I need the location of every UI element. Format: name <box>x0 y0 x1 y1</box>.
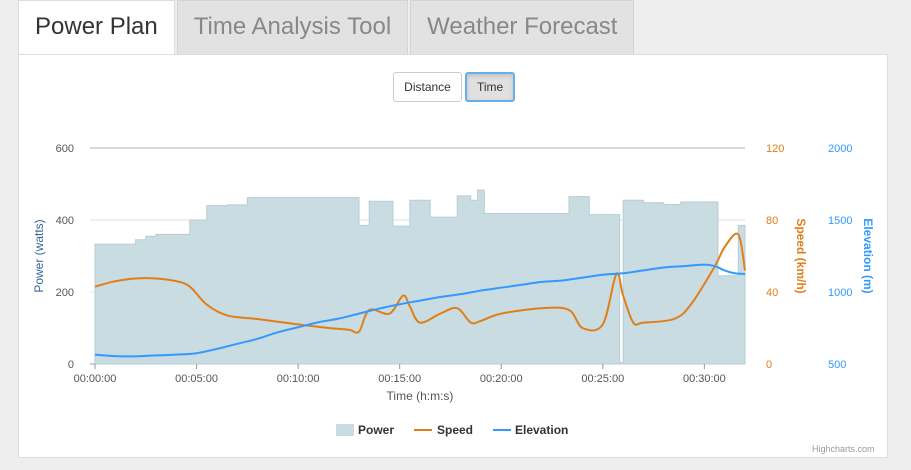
x-tick-label: 00:00:00 <box>74 373 117 385</box>
time-toggle-button[interactable]: Time <box>465 72 515 102</box>
series-elevation-line <box>94 263 746 358</box>
speed-tick-label: 120 <box>766 143 784 155</box>
x-tick-label: 00:15:00 <box>378 373 421 385</box>
speed-axis-title: Speed (km/h) <box>794 218 808 293</box>
x-tick-label: 00:30:00 <box>683 373 726 385</box>
power-tick-label: 0 <box>68 359 74 371</box>
elevation-tick-label: 2000 <box>828 143 852 155</box>
legend-power-label: Power <box>358 423 394 437</box>
tab-weather-forecast[interactable]: Weather Forecast <box>410 0 635 54</box>
tab-bar: Power Plan Time Analysis Tool Weather Fo… <box>18 0 636 56</box>
speed-tick-label: 0 <box>766 359 772 371</box>
speed-tick-label: 40 <box>766 287 778 299</box>
distance-toggle-button[interactable]: Distance <box>393 72 462 102</box>
power-axis-title: Power (watts) <box>32 219 46 292</box>
power-tick-label: 200 <box>56 287 74 299</box>
x-axis-title: Time (h:m:s) <box>387 389 454 403</box>
x-tick-label: 00:10:00 <box>277 373 320 385</box>
x-tick-label: 00:05:00 <box>175 373 218 385</box>
tab-power-plan[interactable]: Power Plan <box>18 0 175 56</box>
legend-speed-label: Speed <box>437 423 473 437</box>
x-tick-label: 00:20:00 <box>480 373 523 385</box>
tab-time-analysis-tool[interactable]: Time Analysis Tool <box>176 0 409 54</box>
highcharts-credit[interactable]: Highcharts.com <box>812 444 875 454</box>
power-tick-label: 600 <box>56 143 74 155</box>
elevation-tick-label: 1000 <box>828 287 852 299</box>
speed-tick-label: 80 <box>766 215 778 227</box>
elevation-tick-label: 500 <box>828 359 846 371</box>
elevation-tick-label: 1500 <box>828 215 852 227</box>
x-tick-label: 00:25:00 <box>581 373 624 385</box>
legend-power-swatch <box>336 424 354 436</box>
power-tick-label: 400 <box>56 215 74 227</box>
elevation-axis-title: Elevation (m) <box>861 218 875 293</box>
series-speed-line <box>94 232 746 334</box>
series-power-area <box>94 189 746 365</box>
legend-elevation-label: Elevation <box>515 423 568 437</box>
